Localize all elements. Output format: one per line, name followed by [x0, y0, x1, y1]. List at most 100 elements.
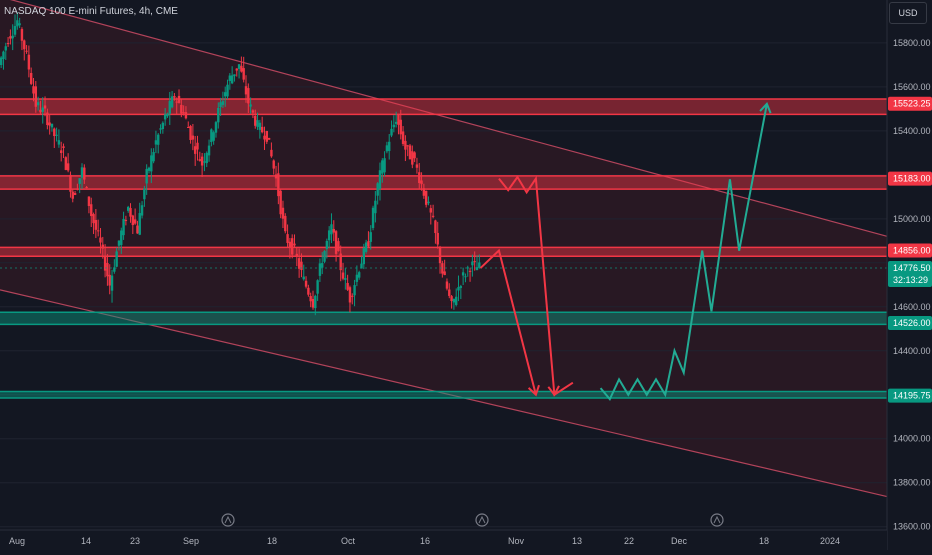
candle-body	[203, 161, 206, 163]
candle-body	[388, 141, 391, 151]
candle-body	[46, 112, 49, 126]
candle-body	[401, 131, 405, 144]
candle-body	[39, 109, 42, 113]
candle-body	[152, 152, 155, 162]
candle-body	[87, 196, 91, 207]
candle-body	[214, 122, 218, 133]
candle-body	[212, 132, 215, 141]
price-tick-label: 15600.00	[893, 82, 931, 92]
time-tick-label: Sep	[183, 536, 199, 546]
candle-body	[351, 295, 354, 297]
candle-body	[191, 135, 195, 140]
candle-body	[330, 224, 333, 235]
candle-body	[145, 168, 148, 184]
candle-body	[159, 128, 162, 130]
candle-body	[408, 145, 412, 160]
candle-body	[36, 102, 40, 106]
candle-body	[62, 146, 65, 148]
candle-body	[431, 215, 435, 217]
dividend-icon-glyph	[224, 515, 232, 524]
time-tick-label: 16	[420, 536, 430, 546]
candle-body	[184, 112, 188, 119]
candle-body	[48, 122, 51, 126]
candle-body	[348, 287, 352, 303]
candle-body	[291, 238, 294, 255]
candle-body	[138, 213, 141, 235]
candle-body	[325, 240, 329, 249]
candle-body	[147, 167, 151, 171]
candle-body	[133, 219, 137, 224]
candle-body	[122, 218, 125, 236]
candle-body	[120, 230, 123, 245]
resistance-zone	[0, 247, 887, 257]
candle-body	[29, 72, 33, 84]
candle-body	[16, 20, 19, 27]
candle-body	[117, 240, 121, 246]
candle-body	[270, 149, 273, 157]
dividend-icon	[221, 513, 235, 527]
candle-body	[124, 219, 128, 221]
candle-body	[13, 26, 17, 35]
candle-body	[25, 50, 28, 52]
candle-body	[443, 271, 446, 276]
candle-body	[247, 88, 250, 104]
earnings-icon-glyph	[478, 515, 486, 524]
candle-body	[450, 296, 453, 301]
dividend-icon-glyph	[713, 515, 721, 524]
candle-body	[66, 163, 70, 171]
candle-body	[258, 122, 262, 130]
candle-body	[390, 128, 393, 136]
candle-body	[69, 174, 72, 192]
support-zone	[0, 312, 887, 325]
candle-body	[327, 230, 331, 241]
candle-body	[256, 120, 259, 127]
time-tick-label: 18	[267, 536, 277, 546]
candle-body	[367, 241, 370, 247]
candle-body	[182, 112, 185, 114]
candle-body	[103, 255, 107, 271]
candle-body	[473, 261, 476, 263]
candle-body	[300, 261, 303, 270]
candle-body	[297, 258, 301, 269]
candle-body	[254, 115, 257, 126]
candle-body	[143, 188, 146, 200]
candle-body	[131, 215, 135, 226]
support-price-label: 14195.75	[893, 391, 931, 401]
candle-body	[314, 295, 317, 309]
candle-body	[228, 75, 232, 81]
candle-body	[411, 151, 414, 165]
candle-body	[85, 187, 88, 189]
candle-body	[94, 219, 98, 230]
last-price-tag	[888, 260, 932, 287]
price-tick-label: 14400.00	[893, 346, 931, 356]
time-tick-label: 2024	[820, 536, 840, 546]
candle-body	[279, 190, 282, 215]
currency-button[interactable]: USD	[889, 2, 927, 24]
candle-body	[436, 232, 439, 245]
candle-body	[198, 159, 202, 161]
candle-body	[427, 201, 430, 204]
candle-body	[251, 110, 255, 113]
candle-body	[71, 191, 74, 199]
candle-body	[80, 167, 84, 178]
candle-body	[316, 280, 319, 294]
time-tick-label: 23	[130, 536, 140, 546]
time-tick-label: Nov	[508, 536, 525, 546]
candle-body	[332, 228, 335, 233]
candle-body	[129, 208, 132, 217]
candle-body	[76, 188, 79, 190]
candle-body	[272, 160, 275, 169]
candle-body	[355, 274, 359, 282]
candle-body	[339, 253, 342, 271]
time-tick-label: Oct	[341, 536, 356, 546]
price-tick-label: 13600.00	[893, 522, 931, 532]
price-tick-label: 15800.00	[893, 38, 931, 48]
candle-body	[418, 172, 421, 184]
candle-body	[397, 114, 400, 125]
candle-body	[263, 135, 266, 140]
time-tick-label: 14	[81, 536, 91, 546]
countdown-label: 32:13:29	[893, 275, 928, 285]
candle-body	[284, 215, 287, 232]
